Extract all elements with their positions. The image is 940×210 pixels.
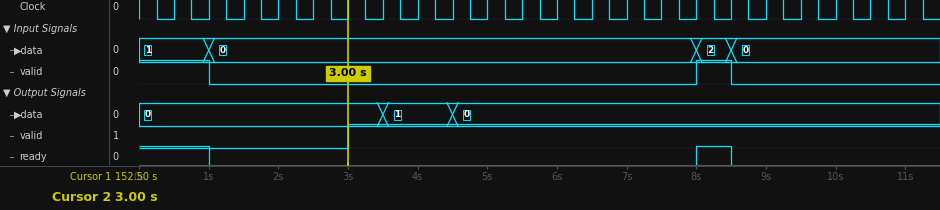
Text: Cursor 2: Cursor 2: [52, 191, 111, 204]
Text: 3.00 s: 3.00 s: [115, 191, 157, 204]
Text: ready: ready: [20, 152, 47, 162]
Text: 1: 1: [145, 46, 151, 55]
Text: 0: 0: [220, 46, 226, 55]
Text: 152.50 s: 152.50 s: [115, 172, 157, 182]
Text: Cursor 1: Cursor 1: [70, 172, 111, 182]
Text: 0: 0: [113, 110, 118, 119]
Text: 1: 1: [394, 110, 400, 119]
Text: 0: 0: [113, 67, 118, 77]
Text: 0: 0: [743, 46, 748, 55]
Text: ▶data: ▶data: [14, 110, 43, 119]
Text: ▶data: ▶data: [14, 45, 43, 55]
Text: Clock: Clock: [20, 3, 46, 12]
Text: 3.00 s: 3.00 s: [329, 68, 367, 79]
Text: ▼ Input Signals: ▼ Input Signals: [3, 24, 77, 34]
Text: 1: 1: [113, 131, 118, 141]
Text: 0: 0: [145, 110, 150, 119]
Text: 0: 0: [113, 152, 118, 162]
Text: valid: valid: [20, 67, 43, 77]
Text: ▼ Output Signals: ▼ Output Signals: [3, 88, 86, 98]
Text: 0: 0: [463, 110, 470, 119]
Text: valid: valid: [20, 131, 43, 141]
Text: 0: 0: [113, 3, 118, 12]
Text: 2: 2: [708, 46, 713, 55]
Text: 0: 0: [113, 45, 118, 55]
